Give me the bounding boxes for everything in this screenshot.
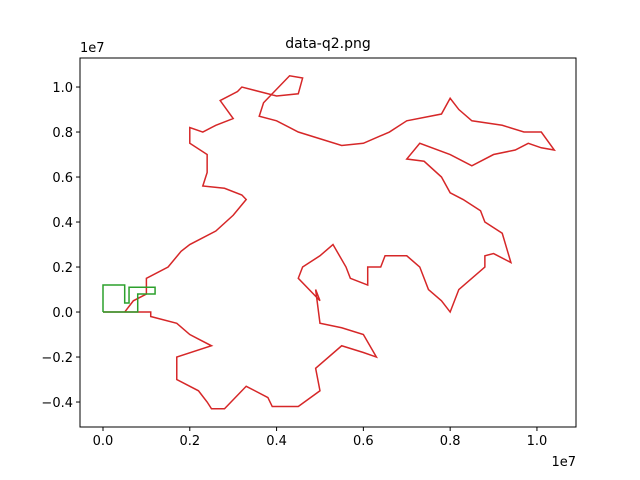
x-offset-label: 1e7 [551, 455, 576, 470]
x-tick-label: 0.4 [266, 434, 287, 449]
y-offset-label: 1e7 [80, 41, 105, 56]
x-tick-label: 1.0 [527, 434, 548, 449]
y-tick-label: −0.2 [41, 351, 73, 366]
y-tick-label: 0.2 [52, 261, 73, 276]
x-tick-label: 0.0 [93, 434, 114, 449]
line [102, 74, 556, 410]
y-tick-label: 0.0 [52, 306, 73, 321]
x-tick-label: 0.6 [353, 434, 374, 449]
y-tick-label: 1.0 [52, 81, 73, 96]
line [102, 284, 156, 313]
x-tick-label: 0.2 [179, 434, 200, 449]
y-tick-label: 0.6 [52, 171, 73, 186]
y-tick-label: 0.8 [52, 126, 73, 141]
x-tick-label: 0.8 [440, 434, 461, 449]
plot-frame [79, 57, 577, 428]
y-tick-label: 0.4 [52, 216, 73, 231]
chart-title: data-q2.png [285, 36, 370, 52]
y-tick-label: −0.4 [41, 396, 73, 411]
